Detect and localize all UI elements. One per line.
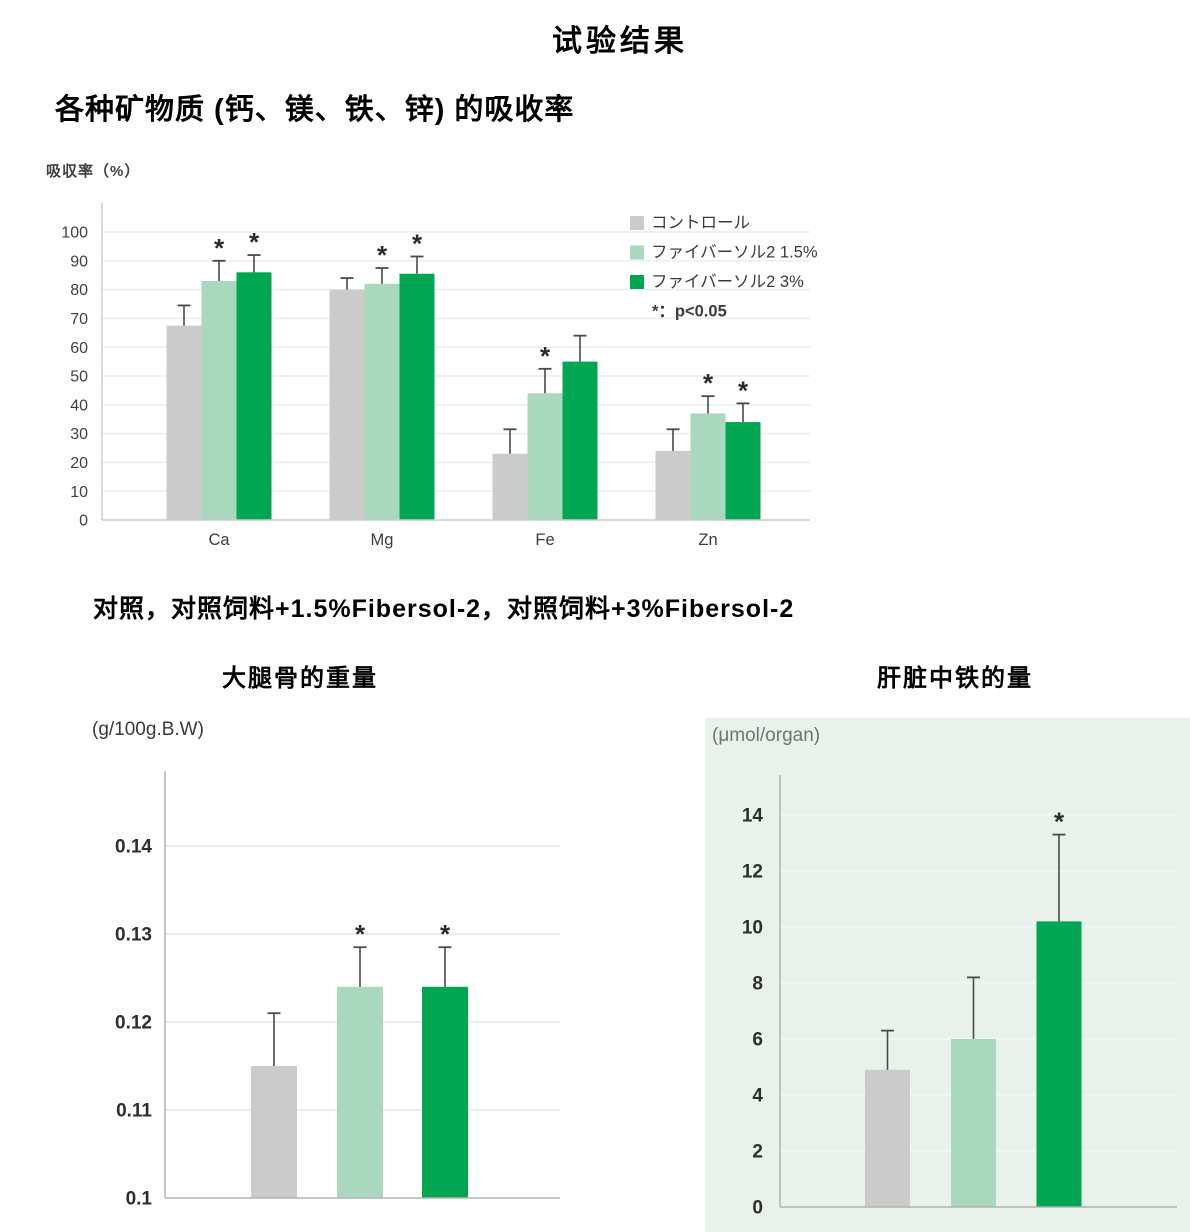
absorption-y-axis-label: 吸収率（%） [46,163,141,180]
page-title: 试验结果 [552,25,688,58]
absorption-bar-chart: 0 10 20 30 40 50 60 70 80 90 100 * * * * * * * Ca Mg Fe Zn コント… [61,203,818,549]
bar-liver-0-series0 [865,1069,910,1207]
bar-absorption-Fe-series0 [492,453,528,520]
y-tick-label: 20 [70,455,88,472]
y-tick-label: 100 [61,225,88,242]
bar-absorption-Fe-series2 [562,361,598,520]
bar-femur-0-series2 [422,986,468,1198]
bar-absorption-Ca-series0 [166,325,202,520]
significance-star: * [738,375,749,405]
bar-absorption-Zn-series2 [725,422,761,520]
liver-chart-title: 肝脏中铁的量 [877,665,1033,692]
diet-groups-caption: 对照，对照饲料+1.5%Fibersol-2，对照饲料+3%Fibersol-2 [93,595,795,623]
legend-label: ファイバーソル2 3% [651,273,804,291]
y-tick-label: 2 [752,1142,763,1163]
y-tick-label: 8 [752,974,763,995]
significance-star: * [1054,807,1065,837]
y-tick-label: 0.14 [115,837,152,858]
legend-swatch-0 [630,216,644,230]
significance-star: * [703,368,714,398]
x-tick-label: Fe [535,531,554,549]
liver-bar-chart: 0 2 4 6 8 10 12 14 * [742,775,1177,1219]
y-tick-label: 0.13 [115,925,152,946]
bar-absorption-Ca-series2 [236,272,272,520]
significance-star: * [214,233,225,263]
y-tick-label: 14 [742,806,764,827]
bar-absorption-Mg-series0 [329,289,365,520]
bar-femur-0-series0 [251,1066,297,1198]
legend-note: *：p<0.05 [652,303,727,321]
femur-unit-label: (g/100g.B.W) [92,719,204,740]
liver-chart-panel: (μmol/organ) 0 2 4 6 8 10 12 14 * [705,718,1190,1232]
bar-absorption-Fe-series1 [527,393,563,520]
significance-star: * [249,227,260,257]
y-tick-label: 30 [70,426,88,443]
legend-swatch-1 [630,245,644,260]
femur-chart-title: 大腿骨的重量 [222,665,378,692]
y-tick-label: 70 [70,311,88,328]
significance-star: * [412,228,423,258]
y-tick-label: 10 [742,918,763,939]
bar-absorption-Mg-series2 [399,273,435,520]
y-tick-label: 60 [70,340,88,357]
y-tick-label: 0 [752,1198,763,1219]
y-tick-label: 12 [742,862,763,883]
y-tick-label: 80 [70,282,88,299]
x-tick-label: Mg [371,531,394,549]
section-title: 各种矿物质 (钙、镁、铁、锌) 的吸收率 [55,94,575,126]
bar-femur-0-series1 [337,986,383,1198]
legend-label: コントロール [651,214,750,232]
y-tick-label: 50 [70,369,88,386]
significance-star: * [440,919,451,949]
bar-absorption-Zn-series0 [655,450,691,520]
y-tick-label: 0 [79,513,88,530]
significance-star: * [540,341,551,371]
bar-absorption-Mg-series1 [364,283,400,520]
legend-swatch-2 [630,275,644,289]
y-tick-label: 4 [752,1086,763,1107]
x-tick-label: Zn [698,531,717,549]
y-tick-label: 0.1 [126,1189,153,1210]
bar-absorption-Zn-series1 [690,413,726,520]
significance-star: * [377,240,388,270]
bar-liver-0-series2 [1036,921,1082,1207]
legend-label: ファイバーソル2 1.5% [651,244,818,262]
y-tick-label: 10 [70,484,88,501]
femur-bar-chart: 0.1 0.11 0.12 0.13 0.14 * * [115,771,560,1210]
significance-star: * [355,919,366,949]
bar-absorption-Ca-series1 [201,280,237,520]
y-tick-label: 40 [70,397,88,414]
x-tick-label: Ca [208,531,230,549]
liver-unit-label: (μmol/organ) [712,725,821,746]
y-tick-label: 6 [752,1030,763,1051]
bar-liver-0-series1 [951,1039,996,1207]
y-tick-label: 0.12 [115,1013,152,1034]
y-tick-label: 0.11 [116,1101,152,1122]
y-tick-label: 90 [70,253,88,270]
